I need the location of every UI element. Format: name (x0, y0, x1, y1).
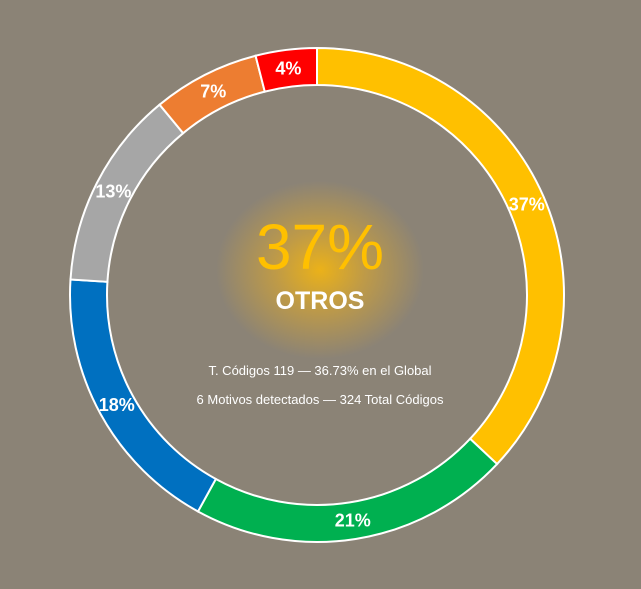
donut-slice-label-2: 18% (99, 395, 135, 415)
motives-summary: 6 Motivos detectados — 324 Total Códigos (196, 392, 444, 407)
donut-slice-label-3: 13% (95, 181, 131, 201)
donut-slice-5[interactable] (254, 46, 318, 93)
selected-percent: 37% (255, 211, 385, 283)
donut-slice-label-5: 4% (275, 58, 301, 78)
donut-slice-label-4: 7% (200, 81, 226, 101)
codes-summary: T. Códigos 119 — 36.73% en el Global (208, 363, 432, 378)
donut-slice-label-0: 37% (509, 194, 545, 214)
selected-category: OTROS (275, 287, 365, 315)
donut-slice-label-1: 21% (335, 511, 371, 531)
